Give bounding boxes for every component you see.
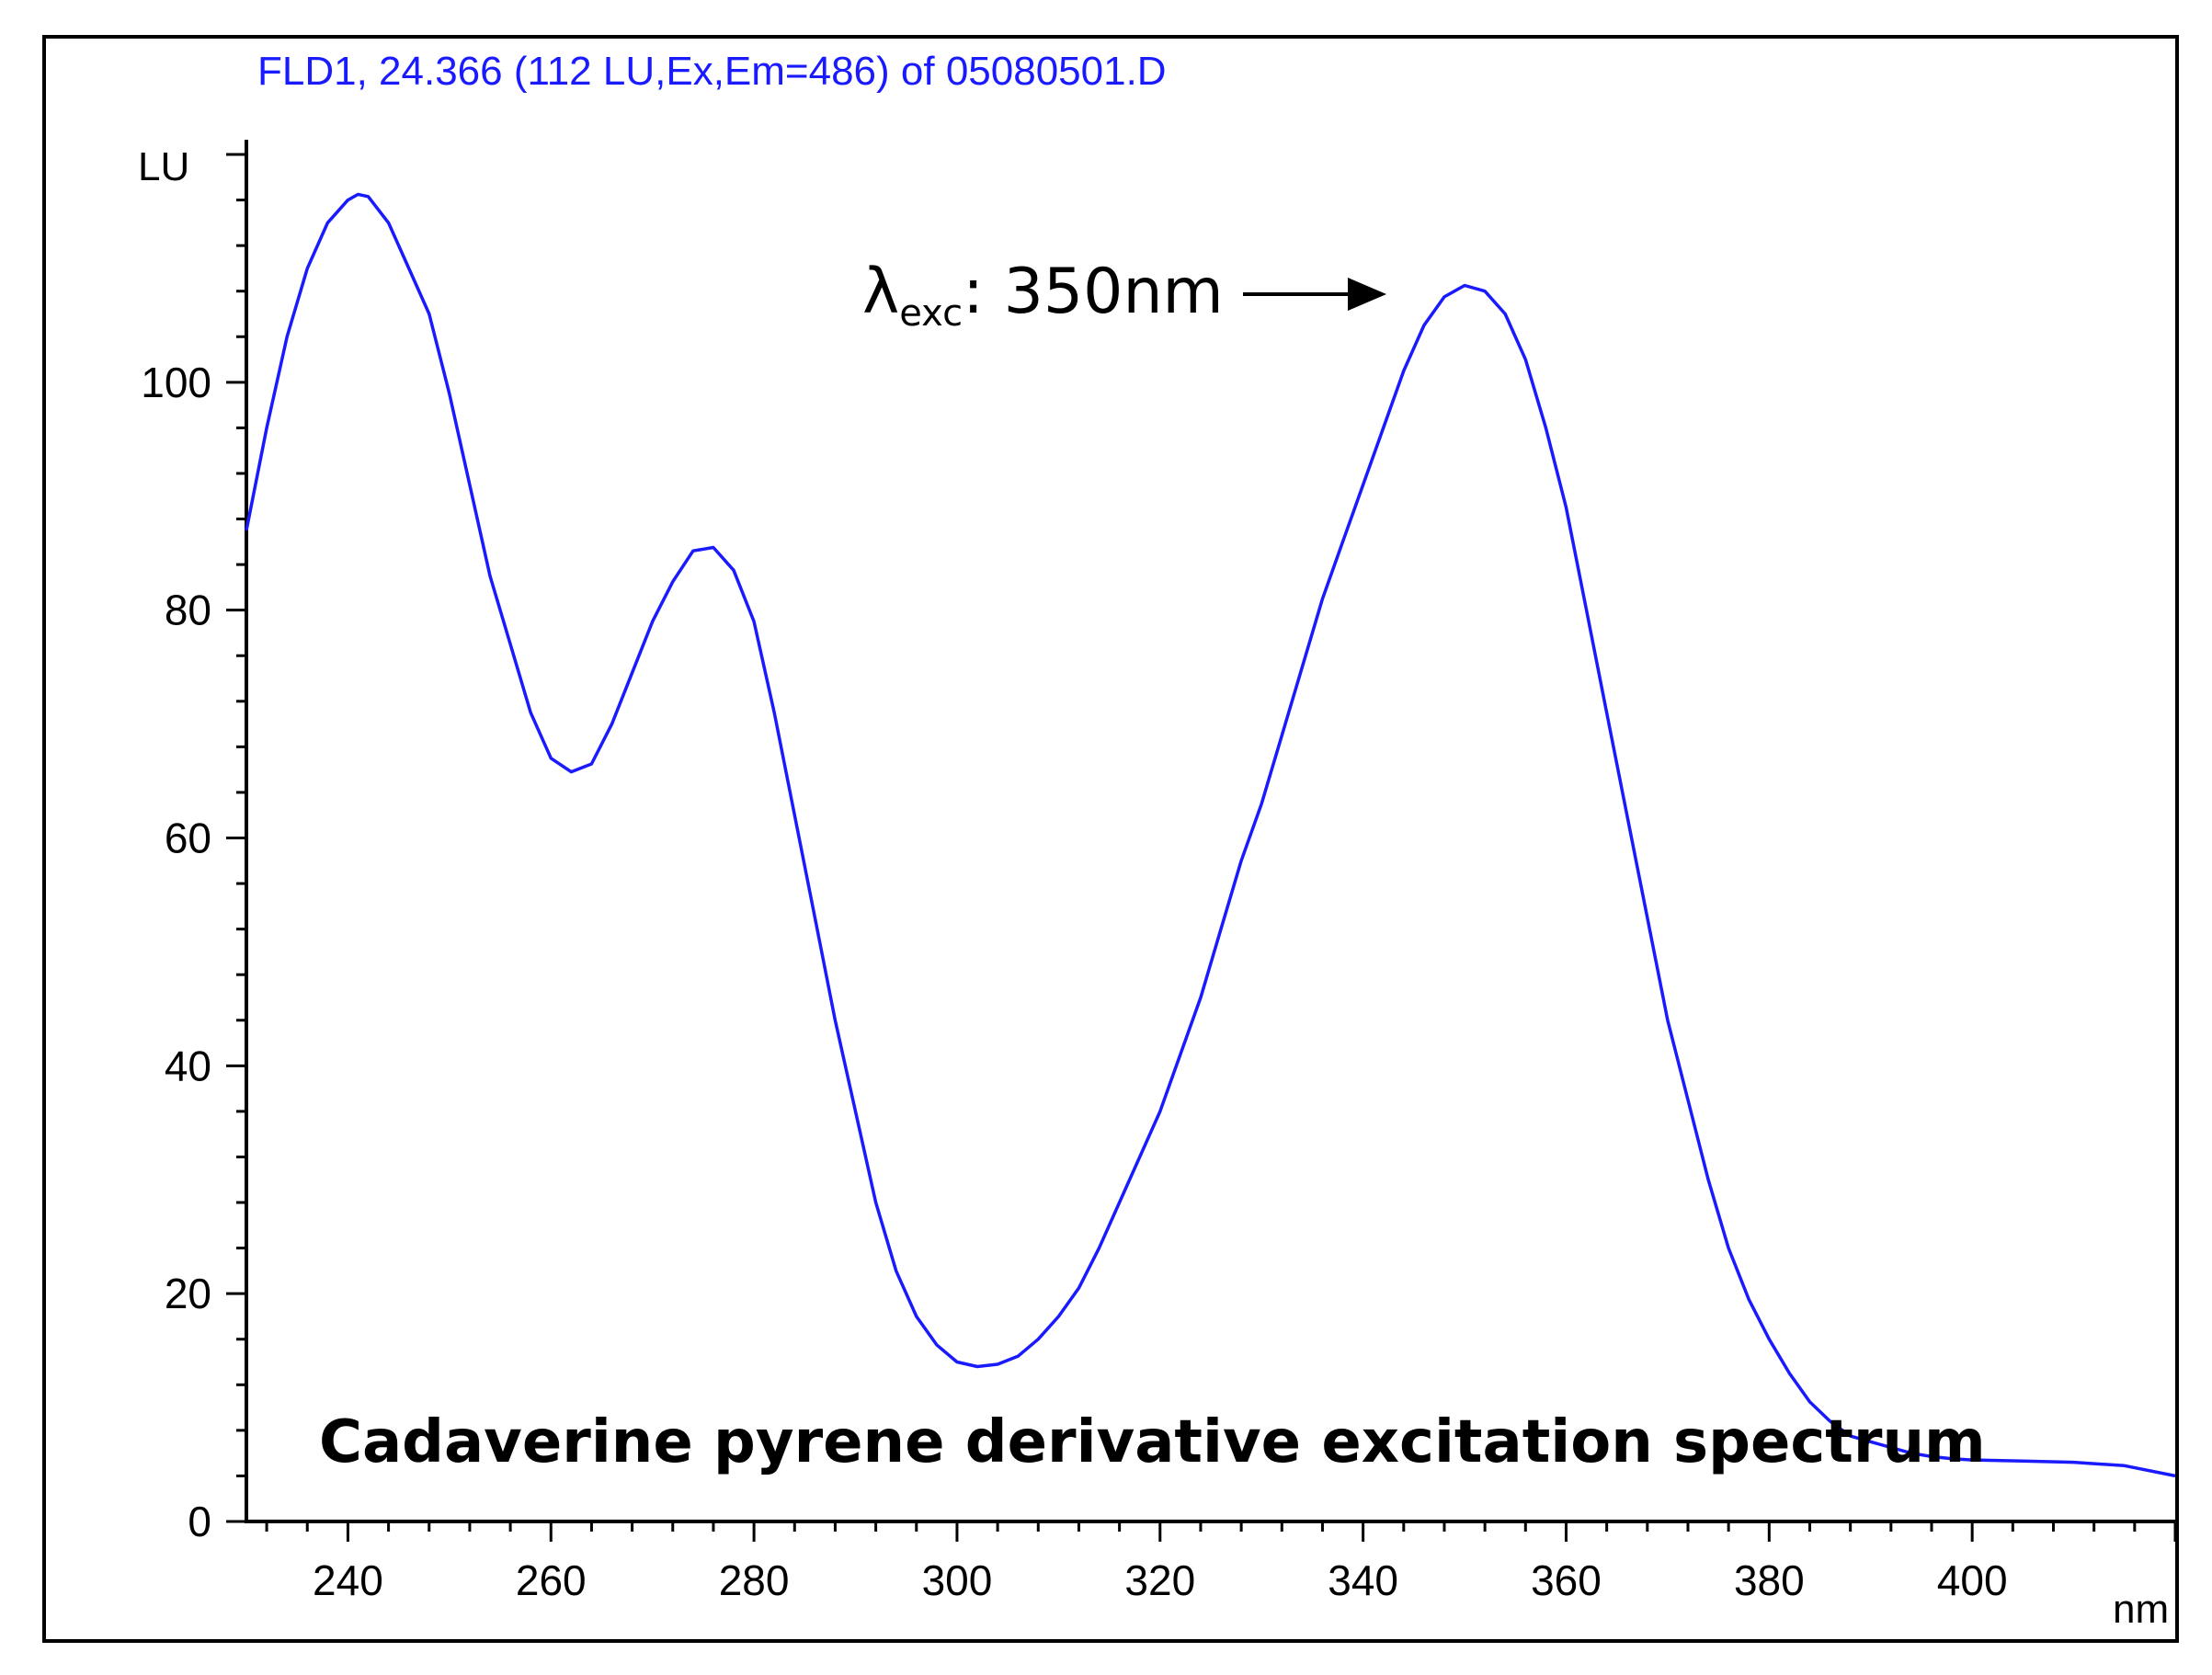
x-tick-label: 380	[1734, 1556, 1805, 1604]
y-tick-label: 20	[165, 1270, 211, 1317]
y-tick-label: 80	[165, 587, 211, 634]
x-tick-label: 240	[313, 1556, 383, 1604]
spectrum-line	[245, 192, 2176, 1478]
lambda-symbol: λ	[862, 256, 899, 328]
lambda-value: : 350nm	[963, 256, 1224, 328]
x-tick-label: 340	[1328, 1556, 1398, 1604]
plot-area	[245, 192, 2176, 1478]
peak-arrow-head	[1348, 278, 1386, 311]
x-tick-label: 260	[516, 1556, 587, 1604]
peak-annotation-label: λexc: 350nm	[862, 256, 1224, 335]
lambda-subscript: exc	[899, 292, 963, 335]
y-tick-label: 100	[141, 359, 211, 406]
x-tick-label: 320	[1124, 1556, 1195, 1604]
axes: 0 20 40 60 80 100 240 260 280 300 320 340 360 380 400	[141, 140, 2177, 1604]
y-axis-unit: LU	[138, 144, 189, 189]
x-axis-unit: nm	[2113, 1587, 2169, 1632]
x-tick-label: 300	[922, 1556, 993, 1604]
chart-caption: Cadaverine pyrene derivative excitation …	[319, 1408, 1986, 1476]
x-tick-label: 280	[719, 1556, 790, 1604]
y-tick-label: 60	[165, 815, 211, 862]
x-tick-label: 400	[1937, 1556, 2008, 1604]
x-tick-label: 360	[1531, 1556, 1602, 1604]
peak-annotation: λexc: 350nm	[862, 256, 1386, 335]
chart-header: FLD1, 24.366 (112 LU,Ex,Em=486) of 05080…	[257, 49, 1167, 94]
figure-frame	[42, 35, 2179, 1643]
y-tick-label: 0	[188, 1498, 211, 1545]
y-tick-label: 40	[165, 1042, 211, 1089]
